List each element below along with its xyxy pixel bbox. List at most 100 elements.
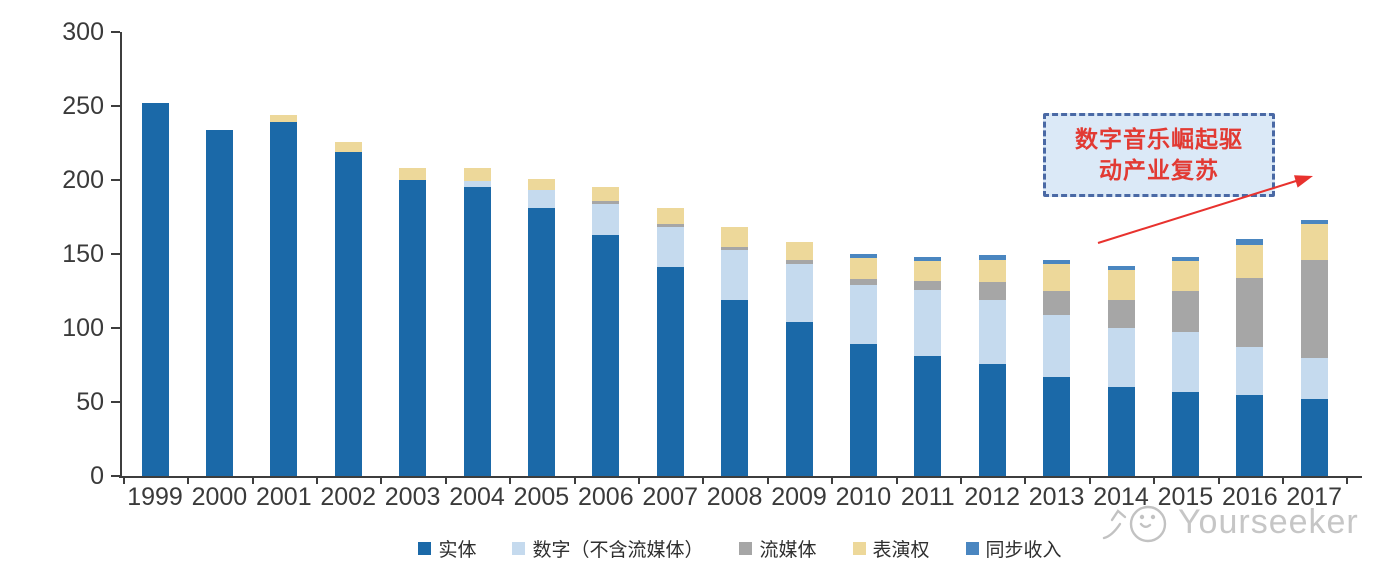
x-axis-tick-label: 2014 [1093, 483, 1149, 511]
x-axis-tick-label: 2011 [900, 483, 955, 511]
x-axis-tick-label: 2001 [255, 483, 312, 511]
legend-label: 表演权 [872, 540, 930, 561]
y-axis-tick [111, 327, 120, 329]
bar-segment-2006 [592, 187, 620, 201]
y-axis-tick [111, 179, 120, 181]
y-axis-tick-label: 200 [62, 166, 104, 194]
y-axis-tick-label: 150 [62, 240, 104, 268]
bar-segment-2004 [463, 187, 491, 476]
y-axis-tick-label: 0 [90, 462, 104, 490]
watermark-text: Yourseeker [1178, 503, 1359, 541]
bar-segment-2015 [1171, 256, 1199, 262]
bar-segment-2008 [721, 299, 749, 476]
bar-segment-2009 [785, 264, 813, 323]
x-axis-tick-label: 2012 [964, 483, 1020, 511]
watermark: Yourseeker [1098, 498, 1359, 546]
x-axis-tick-label: 2002 [320, 483, 376, 511]
bar-segment-2004 [463, 181, 491, 188]
bar-segment-2003 [399, 168, 427, 180]
bar-segment-2013 [1043, 376, 1071, 476]
bar-segment-2016 [1236, 239, 1264, 246]
bar-segment-2002 [334, 141, 362, 152]
legend-item: 数字（不含流媒体） [512, 535, 703, 562]
x-axis-tick [1217, 478, 1220, 484]
x-axis-tick-label: 2017 [1286, 483, 1342, 511]
legend-swatch-icon [739, 542, 753, 555]
y-axis-line [120, 32, 122, 478]
legend-swatch-icon [965, 542, 979, 555]
chart-legend: 实体 数字（不含流媒体） 流媒体 表演权 同步收入 [120, 535, 1360, 562]
x-axis-tick [831, 478, 834, 484]
x-axis-tick-label: 1999 [127, 483, 183, 511]
bar-segment-2008 [721, 246, 749, 250]
x-axis-tick-label: 2006 [577, 483, 634, 511]
bar-segment-2012 [978, 255, 1006, 260]
bar-segment-2007 [656, 208, 684, 225]
bar-segment-2012 [978, 299, 1006, 364]
bar-segment-2017 [1300, 259, 1328, 358]
bar-segment-2001 [270, 122, 298, 476]
bar-segment-2008 [721, 249, 749, 300]
x-axis-tick [251, 478, 254, 484]
x-axis-tick [895, 478, 898, 484]
legend-label: 同步收入 [985, 540, 1062, 561]
bar-segment-2014 [1107, 299, 1135, 328]
bar-segment-2007 [656, 227, 684, 268]
x-axis-tick [702, 478, 705, 484]
bar-segment-2005 [527, 208, 555, 476]
bar-segment-2007 [656, 224, 684, 228]
bar-segment-2008 [721, 227, 749, 247]
x-axis-tick [187, 478, 190, 484]
bar-segment-2006 [592, 203, 620, 235]
bar-segment-2010 [849, 258, 877, 280]
bar-segment-2011 [914, 256, 942, 262]
bar-segment-2011 [914, 289, 942, 357]
bar-segment-2010 [849, 344, 877, 476]
x-axis-tick [444, 478, 447, 484]
bar-segment-2017 [1300, 357, 1328, 400]
bar-segment-2016 [1236, 394, 1264, 476]
bar-segment-2013 [1043, 264, 1071, 291]
legend-item: 同步收入 [965, 535, 1062, 562]
legend-label: 数字（不含流媒体） [532, 540, 704, 561]
x-axis-tick-label: 2005 [513, 483, 570, 511]
y-axis-tick [111, 31, 120, 33]
bar-segment-2010 [849, 279, 877, 286]
bar-segment-2004 [463, 168, 491, 182]
x-axis-tick-label: 2016 [1221, 483, 1278, 511]
x-axis-tick [316, 478, 318, 484]
bar-segment-2011 [914, 356, 942, 476]
bar-segment-2013 [1043, 291, 1071, 315]
bar-segment-2017 [1300, 399, 1328, 476]
x-axis-tick [573, 478, 576, 484]
bar-segment-2015 [1171, 332, 1199, 392]
bar-segment-2010 [849, 285, 877, 345]
x-axis-tick-label: 2000 [191, 483, 248, 511]
bar-segment-2012 [978, 282, 1006, 300]
x-axis-tick [122, 478, 125, 484]
bar-segment-2001 [270, 114, 298, 123]
x-axis-tick [509, 478, 512, 484]
bar-segment-2016 [1236, 347, 1264, 395]
y-axis-tick-label: 100 [62, 314, 104, 342]
bar-segment-2015 [1171, 291, 1199, 333]
legend-item: 流媒体 [739, 535, 817, 562]
x-axis-tick [1282, 478, 1284, 484]
yourseeker-logo-icon [1102, 505, 1167, 543]
bar-segment-2012 [978, 363, 1006, 476]
annotation-text-line1: 数字音乐崛起驱 [1075, 126, 1243, 152]
y-axis-tick [111, 253, 120, 255]
x-axis-tick [638, 478, 640, 484]
bar-segment-2016 [1236, 277, 1264, 348]
x-axis-tick [766, 478, 769, 484]
bar-segment-2014 [1107, 328, 1135, 388]
legend-label: 实体 [438, 540, 477, 561]
bar-segment-2017 [1300, 219, 1328, 225]
legend-swatch-icon [418, 542, 432, 555]
y-axis-tick [111, 401, 120, 403]
bar-segment-2015 [1171, 391, 1199, 476]
x-axis-tick [1024, 478, 1027, 484]
bar-segment-2002 [334, 151, 362, 476]
bar-segment-1999 [141, 103, 169, 476]
